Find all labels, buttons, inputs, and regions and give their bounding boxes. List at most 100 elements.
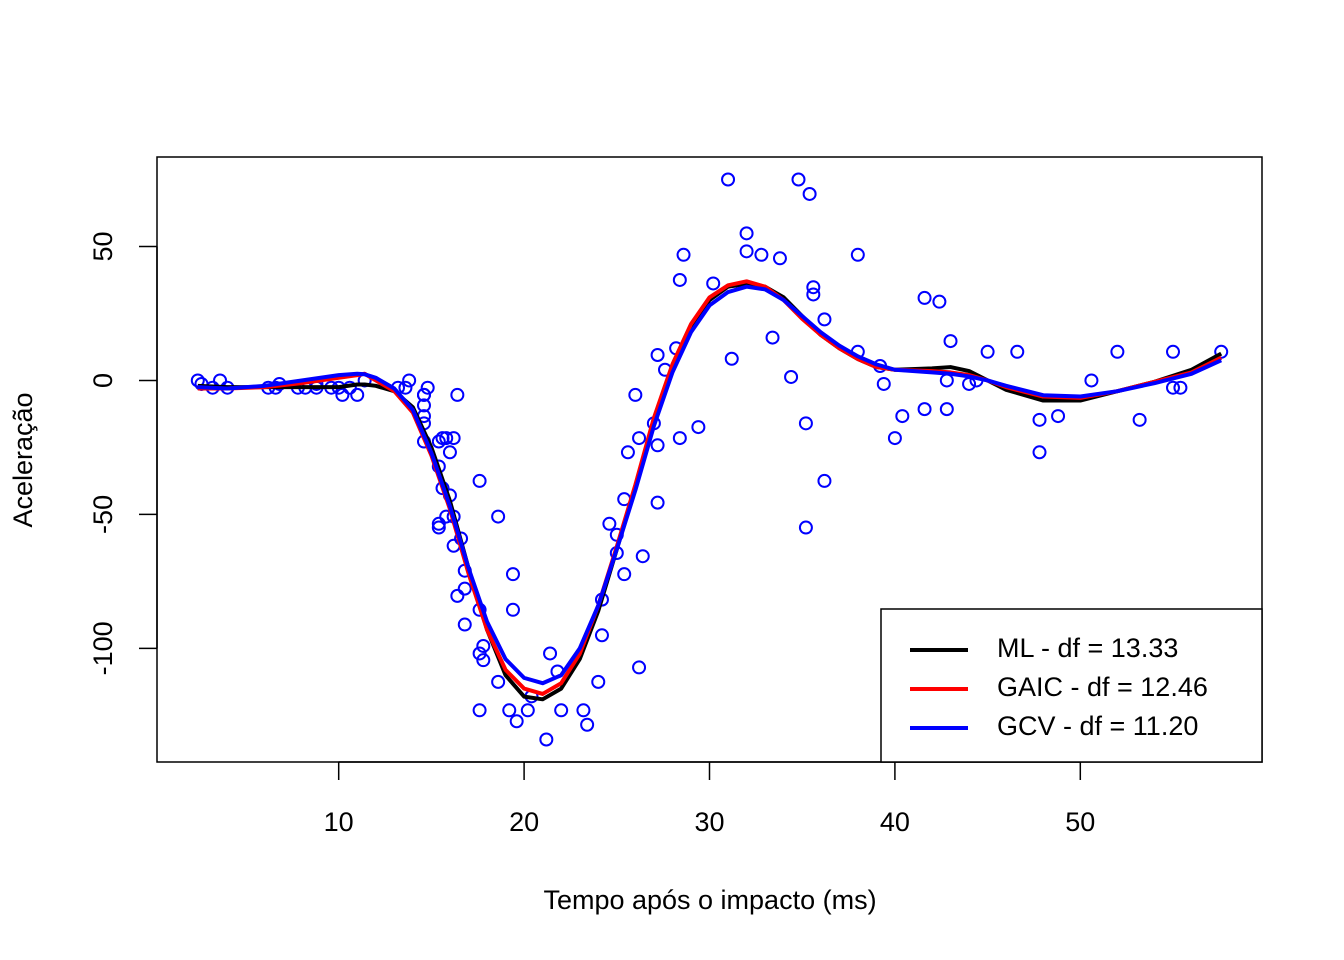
data-point xyxy=(917,402,932,417)
data-point xyxy=(791,172,806,187)
data-point xyxy=(721,172,736,187)
x-tick-label: 20 xyxy=(509,807,539,837)
data-point xyxy=(691,420,706,435)
data-point xyxy=(806,287,821,302)
data-point xyxy=(416,387,431,402)
x-tick-label: 40 xyxy=(880,807,910,837)
data-point xyxy=(802,186,817,201)
data-point xyxy=(1051,409,1066,424)
data-point xyxy=(520,703,535,718)
data-point xyxy=(591,674,606,689)
data-point xyxy=(784,369,799,384)
data-point xyxy=(676,247,691,262)
x-tick-label: 30 xyxy=(694,807,724,837)
data-point xyxy=(580,717,595,732)
data-point xyxy=(491,674,506,689)
data-point xyxy=(576,703,591,718)
data-point xyxy=(1032,445,1047,460)
data-point xyxy=(1166,344,1181,359)
data-point xyxy=(672,272,687,287)
data-point xyxy=(442,445,457,460)
data-point xyxy=(876,376,891,391)
data-point xyxy=(806,280,821,295)
data-point xyxy=(446,431,461,446)
data-point xyxy=(505,567,520,582)
data-point xyxy=(672,431,687,446)
data-point xyxy=(457,581,472,596)
data-point xyxy=(594,628,609,643)
legend-label: ML - df = 13.33 xyxy=(997,633,1178,663)
data-point xyxy=(1084,373,1099,388)
data-point xyxy=(450,387,465,402)
data-point xyxy=(939,402,954,417)
y-tick-label: -100 xyxy=(88,621,118,675)
data-point xyxy=(1010,344,1025,359)
data-point xyxy=(895,409,910,424)
data-point xyxy=(416,398,431,413)
x-tick-label: 50 xyxy=(1065,807,1095,837)
data-point xyxy=(632,431,647,446)
data-point xyxy=(476,638,491,653)
data-point xyxy=(554,703,569,718)
data-point xyxy=(754,247,769,262)
data-point xyxy=(543,646,558,661)
data-point xyxy=(472,646,487,661)
data-point xyxy=(850,247,865,262)
data-point xyxy=(706,276,721,291)
data-point xyxy=(1166,380,1181,395)
legend-label: GCV - df = 11.20 xyxy=(997,711,1198,741)
data-point xyxy=(1110,344,1125,359)
data-point xyxy=(739,226,754,241)
data-point xyxy=(887,431,902,446)
data-point xyxy=(1173,380,1188,395)
data-point xyxy=(505,602,520,617)
data-point xyxy=(980,344,995,359)
data-point xyxy=(1032,412,1047,427)
data-point xyxy=(431,520,446,535)
x-axis-label: Tempo após o impacto (ms) xyxy=(543,885,876,915)
data-point xyxy=(650,495,665,510)
data-point xyxy=(509,714,524,729)
data-point xyxy=(602,516,617,531)
data-point xyxy=(817,312,832,327)
data-point xyxy=(539,732,554,747)
x-tick-label: 10 xyxy=(324,807,354,837)
data-point xyxy=(472,473,487,488)
data-point xyxy=(739,244,754,259)
data-point xyxy=(617,567,632,582)
data-point xyxy=(420,380,435,395)
data-point xyxy=(1132,412,1147,427)
data-point xyxy=(350,387,365,402)
data-point xyxy=(620,445,635,460)
plot-box xyxy=(156,156,1263,763)
y-tick-label: 0 xyxy=(88,373,118,388)
data-point xyxy=(917,290,932,305)
data-point xyxy=(502,703,517,718)
data-point xyxy=(431,516,446,531)
data-point xyxy=(431,434,446,449)
data-point xyxy=(476,653,491,668)
data-point xyxy=(724,351,739,366)
data-point xyxy=(635,549,650,564)
data-point xyxy=(450,588,465,603)
data-point xyxy=(943,334,958,349)
y-axis-label: Aceleração xyxy=(8,392,38,527)
data-point xyxy=(402,373,417,388)
data-point xyxy=(335,387,350,402)
data-point xyxy=(932,294,947,309)
smooth-line xyxy=(197,284,1223,686)
data-point xyxy=(628,387,643,402)
y-tick-label: -50 xyxy=(88,495,118,534)
data-point xyxy=(650,348,665,363)
data-point xyxy=(398,380,413,395)
data-point xyxy=(798,520,813,535)
data-point xyxy=(439,431,454,446)
data-point xyxy=(765,330,780,345)
data-point xyxy=(650,438,665,453)
data-point xyxy=(817,473,832,488)
y-tick-label: 50 xyxy=(88,231,118,261)
data-point xyxy=(472,703,487,718)
